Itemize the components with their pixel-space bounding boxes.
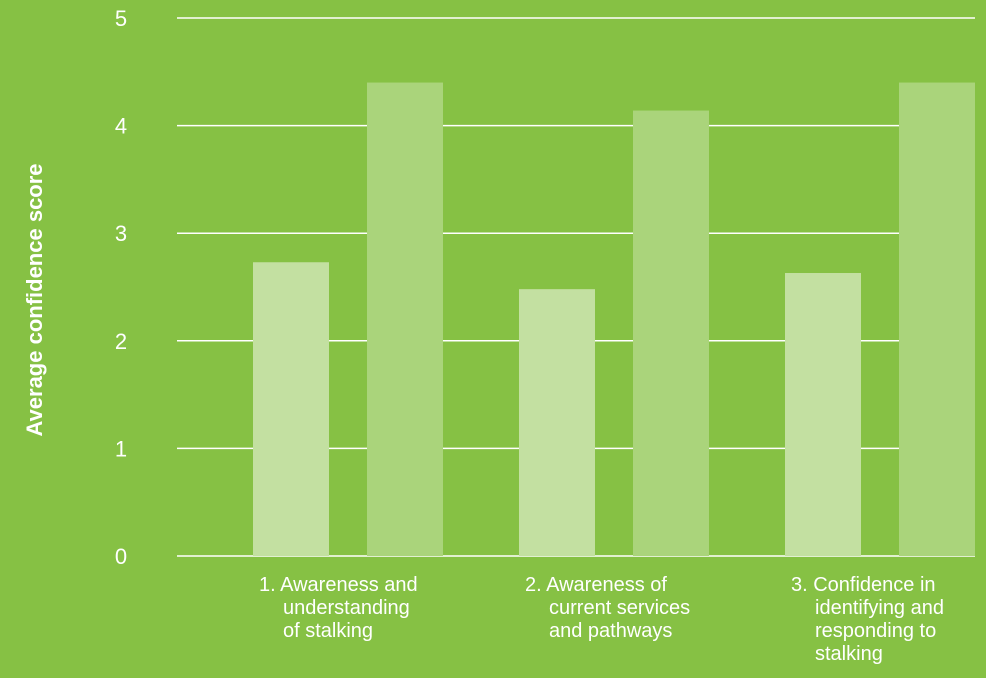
y-tick-label-3: 3	[115, 221, 127, 246]
bar-category-1-series-2	[367, 82, 443, 556]
bar-category-3-series-2	[899, 82, 975, 556]
bar-category-2-series-2	[633, 110, 709, 556]
y-tick-label-4: 4	[115, 114, 127, 139]
bar-category-2-series-1	[519, 289, 595, 556]
y-tick-label-5: 5	[115, 6, 127, 31]
y-axis-title: Average confidence score	[22, 163, 47, 437]
bar-category-1-series-1	[253, 262, 329, 556]
x-category-label-1: 1. Awareness and understanding of stalking	[259, 574, 418, 642]
x-category-label-3: 3. Confidence in identifying and respondin…	[791, 574, 944, 665]
y-tick-label-2: 2	[115, 329, 127, 354]
x-category-label-2: 2. Awareness of current services and pathw…	[525, 574, 690, 642]
y-tick-label-0: 0	[115, 544, 127, 569]
y-tick-label-1: 1	[115, 436, 127, 461]
bar-category-3-series-1	[785, 273, 861, 556]
